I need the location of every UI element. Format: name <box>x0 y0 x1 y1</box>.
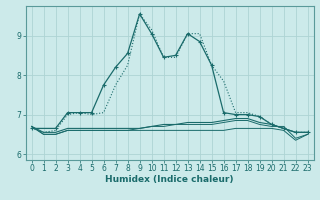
X-axis label: Humidex (Indice chaleur): Humidex (Indice chaleur) <box>105 175 234 184</box>
